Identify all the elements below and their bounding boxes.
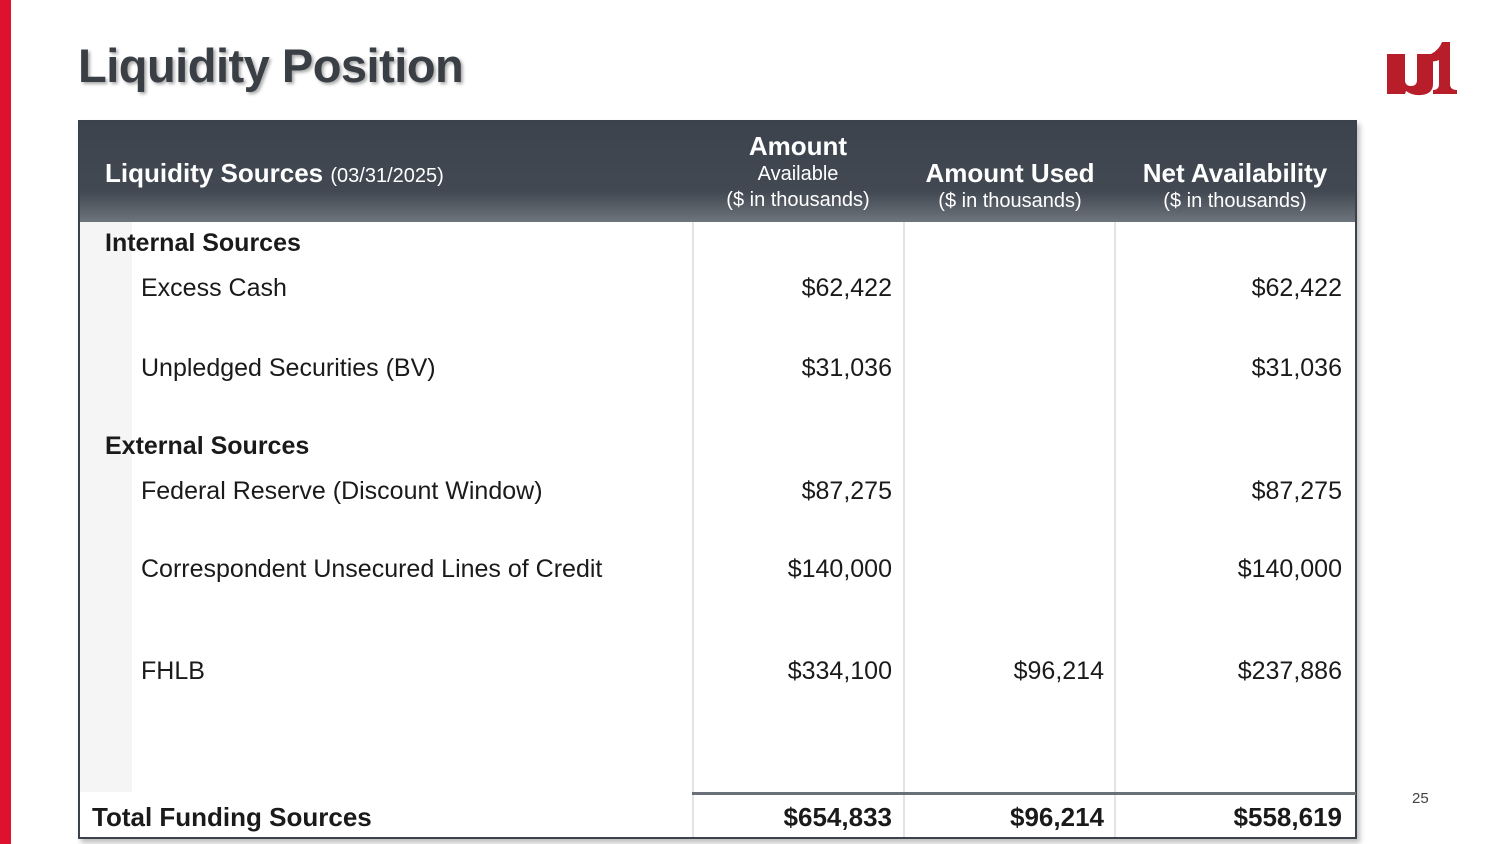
cell-net: $237,886 bbox=[1237, 657, 1342, 685]
total-label: Total Funding Sources bbox=[92, 802, 372, 832]
table-header: Liquidity Sources (03/31/2025) Amount Av… bbox=[80, 122, 1355, 222]
column-divider bbox=[692, 222, 694, 837]
cell-available: $87,275 bbox=[801, 477, 892, 505]
cell-available: $62,422 bbox=[801, 274, 892, 302]
row-shade bbox=[80, 222, 132, 792]
cell-used: $96,214 bbox=[1013, 657, 1104, 685]
cell-available: $140,000 bbox=[787, 555, 892, 583]
header-amount-available: Amount Available ($ in thousands) bbox=[692, 122, 904, 231]
header-col1-sub: Available bbox=[757, 163, 839, 185]
total-divider bbox=[692, 792, 1356, 795]
header-col1-main: Amount bbox=[748, 131, 848, 161]
header-col2-units: ($ in thousands) bbox=[938, 190, 1082, 212]
cell-net: $87,275 bbox=[1251, 477, 1342, 505]
header-net-availability: Net Availability ($ in thousands) bbox=[1116, 122, 1354, 258]
liquidity-table: Liquidity Sources (03/31/2025) Amount Av… bbox=[78, 120, 1357, 839]
header-sources-label: Liquidity Sources bbox=[105, 158, 324, 188]
page-number: 25 bbox=[1412, 790, 1429, 807]
total-available: $654,833 bbox=[783, 802, 892, 832]
row-label-excess-cash: Excess Cash bbox=[141, 274, 287, 302]
header-col3-main: Net Availability bbox=[1142, 158, 1328, 188]
cell-available: $334,100 bbox=[787, 657, 892, 685]
cell-net: $140,000 bbox=[1237, 555, 1342, 583]
row-label-fhlb: FHLB bbox=[141, 657, 205, 685]
header-liquidity-sources: Liquidity Sources (03/31/2025) bbox=[105, 158, 444, 189]
header-col1-units: ($ in thousands) bbox=[726, 189, 870, 211]
cell-available: $31,036 bbox=[801, 354, 892, 382]
cell-net: $31,036 bbox=[1251, 354, 1342, 382]
header-amount-used: Amount Used ($ in thousands) bbox=[904, 122, 1116, 258]
accent-bar bbox=[0, 0, 11, 844]
column-divider bbox=[903, 222, 905, 837]
row-label-correspondent-lines: Correspondent Unsecured Lines of Credit bbox=[141, 555, 603, 583]
page-title: Liquidity Position bbox=[78, 39, 464, 92]
header-sources-date: (03/31/2025) bbox=[330, 165, 444, 187]
total-net: $558,619 bbox=[1233, 802, 1342, 832]
section-internal-sources: Internal Sources bbox=[105, 229, 301, 257]
header-col3-units: ($ in thousands) bbox=[1163, 190, 1307, 212]
total-used: $96,214 bbox=[1010, 802, 1104, 832]
row-label-federal-reserve: Federal Reserve (Discount Window) bbox=[141, 477, 543, 505]
column-divider bbox=[1114, 222, 1116, 837]
row-label-unpledged-securities: Unpledged Securities (BV) bbox=[141, 354, 436, 382]
header-col2-main: Amount Used bbox=[925, 158, 1095, 188]
cell-net: $62,422 bbox=[1251, 274, 1342, 302]
u1-logo-icon bbox=[1384, 42, 1458, 96]
section-external-sources: External Sources bbox=[105, 432, 310, 460]
